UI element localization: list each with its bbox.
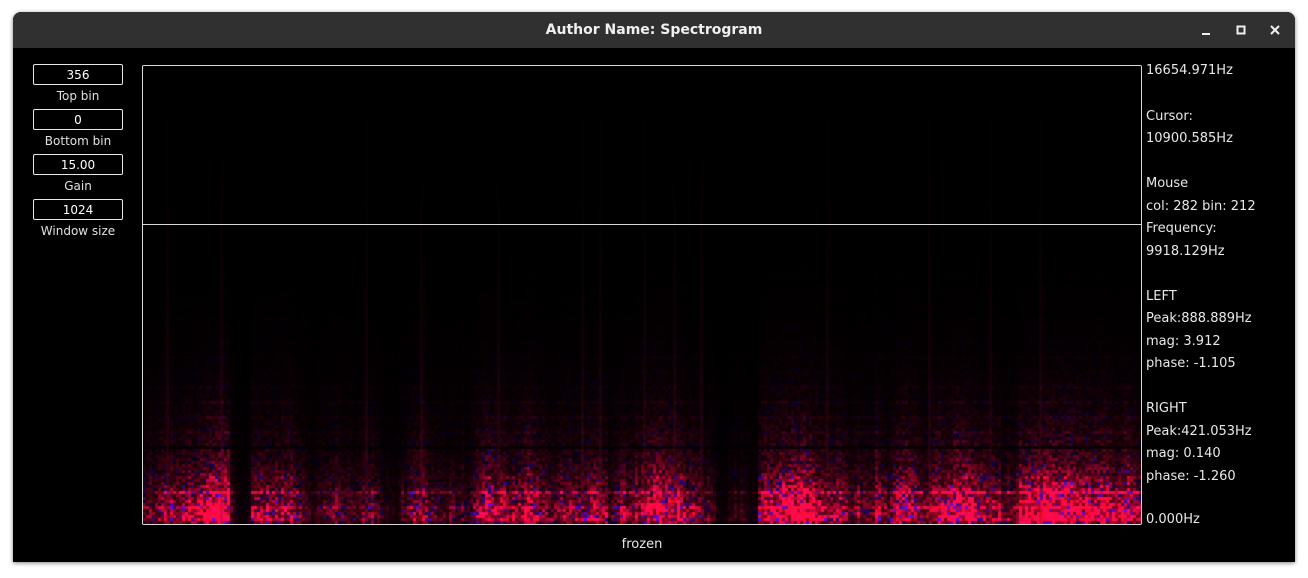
mouse-position: col: 282 bin: 212	[1146, 199, 1256, 214]
top-bin-input[interactable]: 356	[33, 64, 123, 85]
window-size-input[interactable]: 1024	[33, 199, 123, 220]
top-frequency: 16654.971Hz	[1146, 63, 1233, 78]
maximize-button[interactable]	[1229, 18, 1253, 42]
left-magnitude: mag: 3.912	[1146, 334, 1221, 349]
right-magnitude: mag: 0.140	[1146, 446, 1221, 461]
bottom-frequency: 0.000Hz	[1146, 512, 1200, 527]
window-title: Author Name: Spectrogram	[545, 22, 763, 38]
minimize-button[interactable]	[1195, 18, 1219, 42]
cursor-line[interactable]	[143, 224, 1141, 225]
left-phase: phase: -1.105	[1146, 356, 1236, 371]
cursor-label: Cursor:	[1146, 109, 1193, 124]
close-button[interactable]	[1263, 18, 1287, 42]
mouse-label: Mouse	[1146, 176, 1189, 191]
close-icon	[1270, 25, 1280, 35]
spectrogram-canvas[interactable]	[143, 66, 1141, 524]
spectrogram-display[interactable]	[142, 65, 1142, 525]
frequency-value: 9918.129Hz	[1146, 244, 1225, 259]
cursor-frequency: 10900.585Hz	[1146, 131, 1233, 146]
bottom-bin-label: Bottom bin	[44, 134, 112, 148]
title-bar[interactable]: Author Name: Spectrogram	[13, 12, 1295, 48]
top-bin-label: Top bin	[56, 89, 100, 103]
status-text: frozen	[621, 537, 663, 552]
window-size-label: Window size	[40, 224, 116, 238]
right-peak: Peak:421.053Hz	[1146, 424, 1252, 439]
gain-input[interactable]: 15.00	[33, 154, 123, 175]
right-phase: phase: -1.260	[1146, 469, 1236, 484]
left-peak: Peak:888.889Hz	[1146, 311, 1252, 326]
bottom-bin-input[interactable]: 0	[33, 109, 123, 130]
spectrogram-window: Author Name: Spectrogram 356 Top bin 0 B…	[13, 12, 1295, 562]
right-channel-label: RIGHT	[1146, 401, 1187, 416]
maximize-icon	[1236, 25, 1246, 35]
minimize-icon	[1202, 33, 1210, 35]
gain-label: Gain	[64, 179, 92, 193]
left-channel-label: LEFT	[1146, 289, 1177, 304]
frequency-label: Frequency:	[1146, 221, 1217, 236]
